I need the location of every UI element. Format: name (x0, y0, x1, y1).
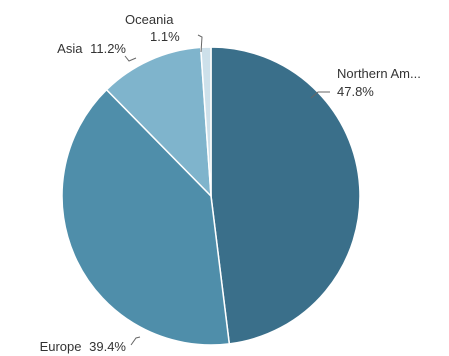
label-asia: Asia 11.2% (57, 41, 126, 56)
label-northern-america-name: Northern Am... (337, 66, 421, 81)
label-oceania-name: Oceania (125, 12, 174, 27)
label-oceania-value: 1.1% (150, 29, 180, 44)
leader-line-europe (131, 337, 140, 345)
label-europe-value: 39.4% (89, 339, 126, 354)
leader-line-asia (125, 56, 136, 61)
pie-slices (62, 47, 360, 345)
label-europe: Europe 39.4% (40, 339, 127, 354)
label-asia-value: 11.2% (90, 41, 126, 56)
label-northern-america-value: 47.8% (337, 84, 374, 99)
label-asia-name: Asia (57, 41, 83, 56)
label-europe-name: Europe (40, 339, 82, 354)
